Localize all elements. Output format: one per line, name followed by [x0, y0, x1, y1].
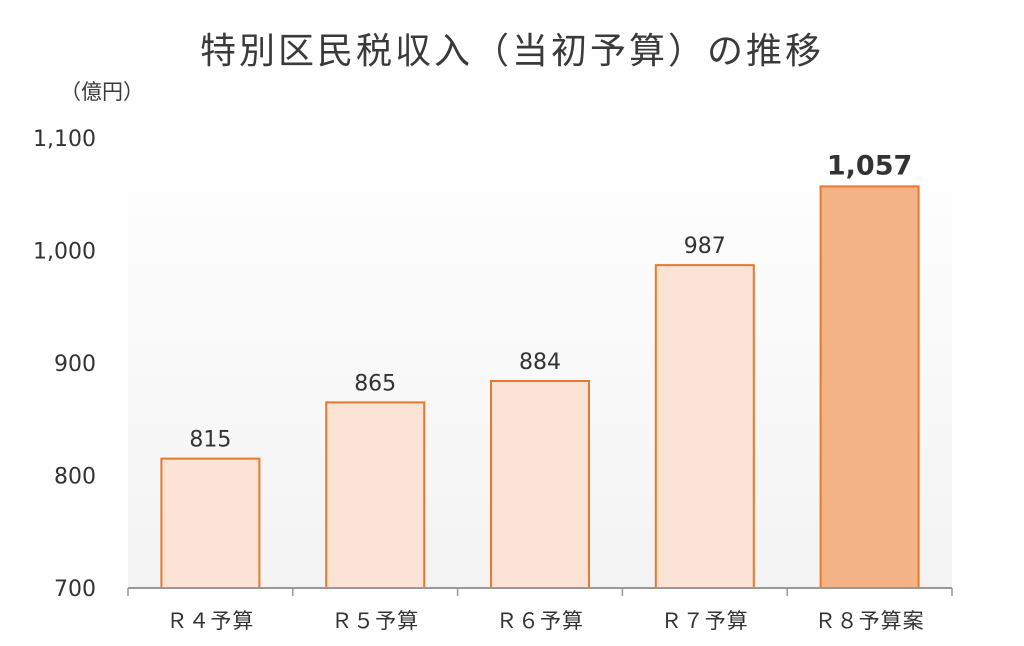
- bar-3: [490, 380, 590, 589]
- x-category-label: Ｒ４予算: [166, 609, 254, 633]
- chart-title: 特別区民税収入（当初予算）の推移: [199, 31, 824, 72]
- data-label: 1,057: [827, 150, 912, 181]
- bar-2: [325, 401, 426, 589]
- y-tick-label: 800: [54, 465, 96, 490]
- data-label: 884: [519, 350, 561, 375]
- y-tick-label: 700: [54, 577, 96, 602]
- x-category-label: Ｒ８予算案: [815, 609, 925, 633]
- x-category-label: Ｒ５予算: [331, 609, 419, 633]
- y-tick-label: 1,000: [33, 240, 96, 265]
- y-tick-label: 900: [54, 352, 96, 377]
- bar-4: [654, 264, 755, 589]
- data-label: 987: [684, 234, 726, 259]
- x-category-label: Ｒ７予算: [661, 609, 749, 633]
- x-category-label: Ｒ６予算: [496, 609, 584, 633]
- bar-1: [160, 457, 261, 589]
- y-tick-label: 1,100: [33, 127, 96, 152]
- data-label: 865: [354, 371, 396, 396]
- bar-5: [819, 185, 920, 589]
- data-label: 815: [189, 428, 231, 453]
- y-axis-unit-label: （億円）: [60, 80, 144, 104]
